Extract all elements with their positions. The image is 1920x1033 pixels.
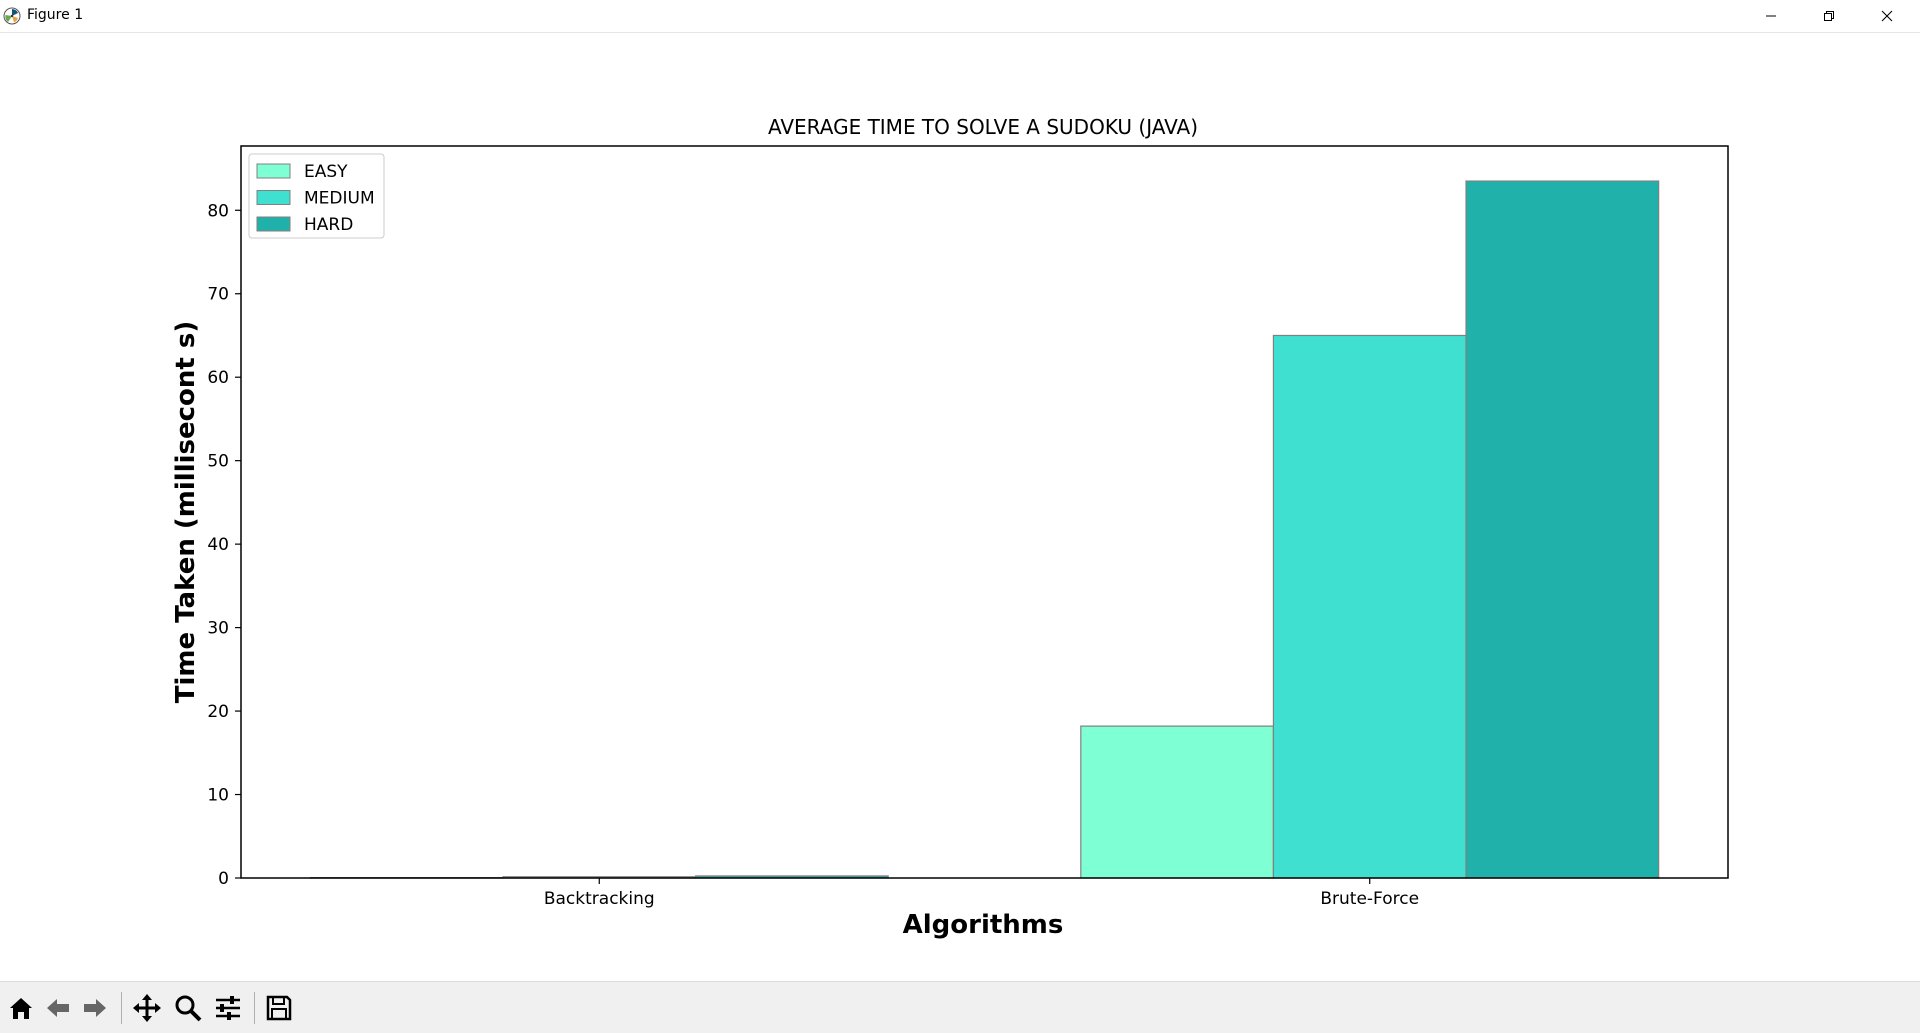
bar-medium-brute-force <box>1272 334 1467 879</box>
close-icon <box>1881 10 1893 22</box>
title-bar: Figure 1 <box>0 0 1920 33</box>
toolbar-separator <box>254 992 255 1024</box>
sliders-icon <box>216 996 240 1020</box>
legend: EASY MEDIUM HARD <box>248 153 385 239</box>
navigation-toolbar <box>0 981 1920 1033</box>
save-button[interactable] <box>261 990 297 1026</box>
y-tick-label: 80 <box>207 201 229 221</box>
zoom-button[interactable] <box>170 990 206 1026</box>
y-tick-label: 50 <box>207 452 229 472</box>
y-tick-label: 20 <box>207 702 229 722</box>
bar-group <box>309 180 1660 879</box>
toolbar-separator <box>121 992 122 1024</box>
restore-icon <box>1824 11 1834 21</box>
x-tick-label: Backtracking <box>544 889 655 909</box>
y-tick-label: 30 <box>207 619 229 639</box>
bar-chart: AVERAGE TIME TO SOLVE A SUDOKU (JAVA) 0 1… <box>171 115 1729 940</box>
pan-button[interactable] <box>129 990 165 1026</box>
magnifier-icon <box>175 995 202 1022</box>
bar-hard-brute-force <box>1465 180 1660 879</box>
home-button[interactable] <box>3 990 39 1026</box>
bar-easy-brute-force <box>1080 725 1275 879</box>
chart-title: AVERAGE TIME TO SOLVE A SUDOKU (JAVA) <box>768 115 1198 139</box>
y-tick-label: 60 <box>207 368 229 388</box>
legend-swatch-hard <box>256 216 291 232</box>
minimize-icon <box>1766 15 1776 17</box>
legend-label-hard: HARD <box>304 215 353 235</box>
move-icon <box>133 994 161 1022</box>
y-axis-label: Time Taken (millisecont s) <box>171 321 201 704</box>
x-tick-label: Brute-Force <box>1320 889 1419 909</box>
arrow-right-icon <box>84 999 106 1017</box>
minimize-button[interactable] <box>1742 0 1800 32</box>
plot-frame <box>240 145 1729 879</box>
floppy-disk-icon <box>266 995 292 1021</box>
x-axis: Backtracking Brute-Force <box>544 878 1419 909</box>
restore-button[interactable] <box>1800 0 1858 32</box>
forward-button[interactable] <box>77 990 113 1026</box>
home-icon <box>10 998 32 1019</box>
window-title: Figure 1 <box>27 7 84 23</box>
legend-swatch-easy <box>256 163 291 179</box>
close-button[interactable] <box>1858 0 1916 32</box>
y-tick-label: 70 <box>207 285 229 305</box>
y-axis: 0 10 20 30 40 50 60 70 80 <box>207 201 241 889</box>
legend-label-medium: MEDIUM <box>304 189 375 209</box>
matplotlib-logo-icon <box>3 7 21 25</box>
y-tick-label: 10 <box>207 786 229 806</box>
y-tick-label: 0 <box>218 869 229 889</box>
x-axis-label: Algorithms <box>903 910 1064 940</box>
back-button[interactable] <box>40 990 76 1026</box>
legend-label-easy: EASY <box>304 162 348 182</box>
legend-swatch-medium <box>256 190 291 205</box>
configure-subplots-button[interactable] <box>210 990 246 1026</box>
y-tick-label: 40 <box>207 535 229 555</box>
arrow-left-icon <box>47 999 69 1017</box>
figure-canvas[interactable]: AVERAGE TIME TO SOLVE A SUDOKU (JAVA) 0 1… <box>0 33 1920 981</box>
